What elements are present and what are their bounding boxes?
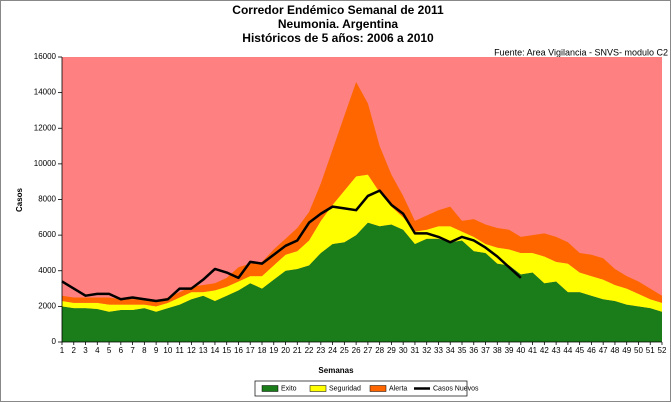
x-tick-label: 26	[352, 346, 361, 355]
chart-title: Corredor Endémico Semanal de 2011	[232, 3, 444, 17]
x-tick-label: 7	[130, 346, 135, 355]
x-tick-label: 5	[107, 346, 112, 355]
x-tick-label: 39	[505, 346, 514, 355]
area-series	[62, 222, 662, 342]
legend-label: Casos Nuevos	[433, 385, 479, 392]
x-tick-label: 18	[258, 346, 267, 355]
x-tick-label: 28	[375, 346, 384, 355]
x-tick-label: 45	[575, 346, 584, 355]
y-tick-label: 0	[52, 337, 57, 346]
x-tick-label: 30	[399, 346, 408, 355]
legend	[254, 380, 468, 397]
x-tick-label: 50	[634, 346, 643, 355]
x-tick-label: 25	[340, 346, 349, 355]
legend-label: Exito	[281, 385, 297, 392]
x-tick-label: 3	[83, 346, 88, 355]
x-tick-label: 29	[387, 346, 396, 355]
x-tick-label: 6	[119, 346, 124, 355]
x-tick-label: 1	[60, 346, 65, 355]
x-tick-label: 48	[610, 346, 619, 355]
x-tick-label: 44	[563, 346, 572, 355]
source-note: Fuente: Area Vigilancia - SNVS- modulo C…	[494, 47, 668, 57]
x-tick-label: 35	[458, 346, 467, 355]
y-tick-label: 4000	[38, 266, 56, 275]
x-tick-label: 20	[281, 346, 290, 355]
legend-items: Exito Seguridad Alerta Casos Nuevos	[261, 385, 479, 392]
x-tick-label: 37	[481, 346, 490, 355]
legend-swatch	[309, 385, 327, 392]
x-tick-label: 16	[234, 346, 243, 355]
x-tick-label: 34	[446, 346, 455, 355]
x-tick-label: 47	[599, 346, 608, 355]
x-tick-label: 12	[187, 346, 196, 355]
x-tick-label: 42	[540, 346, 549, 355]
legend-label: Seguridad	[329, 385, 361, 392]
x-tick-label: 9	[154, 346, 159, 355]
x-tick-label: 31	[410, 346, 419, 355]
x-tick-label: 21	[293, 346, 302, 355]
legend-label: Alerta	[389, 385, 407, 392]
line-series	[61, 189, 522, 303]
x-tick-label: 32	[422, 346, 431, 355]
x-tick-label: 4	[95, 346, 100, 355]
y-tick-label: 8000	[38, 195, 56, 204]
y-tick-label: 6000	[38, 230, 56, 239]
x-tick-label: 46	[587, 346, 596, 355]
x-tick-label: 8	[142, 346, 147, 355]
y-tick-label: 14000	[34, 88, 57, 97]
area-series	[62, 81, 662, 307]
x-tick-label: 51	[646, 346, 655, 355]
y-tick-label: 16000	[34, 52, 57, 61]
legend-swatch	[261, 385, 279, 392]
x-tick-label: 36	[469, 346, 478, 355]
x-tick-label: 11	[175, 346, 184, 355]
x-tick-label: 43	[552, 346, 561, 355]
y-tick-label: 2000	[38, 301, 56, 310]
chart-title: Neumonia. Argentina	[278, 17, 399, 31]
x-tick-label: 14	[210, 346, 219, 355]
x-tick-label: 27	[363, 346, 372, 355]
x-tick-label: 15	[222, 346, 231, 355]
x-tick-label: 10	[163, 346, 172, 355]
y-axis-label: Casos	[15, 187, 24, 212]
x-tick-label: 2	[72, 346, 77, 355]
x-axis-label: Semanas	[318, 366, 354, 375]
x-tick-label: 52	[658, 346, 667, 355]
x-tick-label: 41	[528, 346, 537, 355]
x-tick-label: 19	[269, 346, 278, 355]
x-tick-label: 49	[622, 346, 631, 355]
x-tick-label: 13	[199, 346, 208, 355]
y-tick-label: 12000	[34, 123, 57, 132]
x-tick-label: 17	[246, 346, 255, 355]
x-tick-label: 33	[434, 346, 443, 355]
y-tick-label: 10000	[34, 159, 57, 168]
x-tick-label: 24	[328, 346, 337, 355]
legend-swatch	[369, 385, 387, 392]
x-tick-label: 23	[316, 346, 325, 355]
x-tick-label: 40	[516, 346, 525, 355]
x-tick-label: 22	[305, 346, 314, 355]
x-tick-label: 38	[493, 346, 502, 355]
chart-title: Históricos de 5 años: 2006 a 2010	[242, 31, 434, 45]
